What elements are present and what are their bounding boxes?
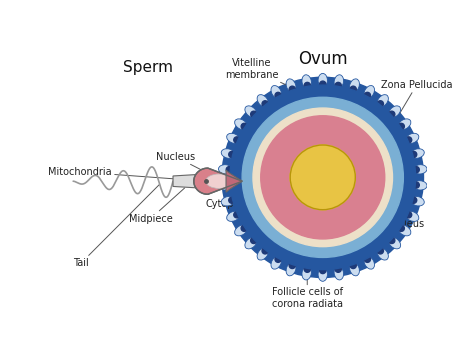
Circle shape <box>251 237 257 244</box>
Circle shape <box>377 101 383 107</box>
Circle shape <box>289 86 295 92</box>
Ellipse shape <box>227 211 240 222</box>
Ellipse shape <box>364 86 374 98</box>
Circle shape <box>365 256 371 262</box>
Ellipse shape <box>413 181 427 190</box>
Text: Midpiece: Midpiece <box>129 188 185 224</box>
Circle shape <box>229 197 235 203</box>
Ellipse shape <box>389 237 401 249</box>
Circle shape <box>406 137 412 143</box>
Circle shape <box>229 151 235 158</box>
Circle shape <box>262 248 268 254</box>
Circle shape <box>242 97 403 257</box>
Circle shape <box>241 123 247 130</box>
Text: Vitelline
membrane: Vitelline membrane <box>225 58 341 110</box>
Circle shape <box>304 266 310 272</box>
Circle shape <box>275 92 281 98</box>
Ellipse shape <box>221 196 235 206</box>
Ellipse shape <box>257 95 268 107</box>
Ellipse shape <box>349 79 359 92</box>
Ellipse shape <box>286 262 296 276</box>
Ellipse shape <box>286 79 296 92</box>
Circle shape <box>290 145 356 210</box>
Ellipse shape <box>219 181 232 190</box>
Circle shape <box>241 225 247 231</box>
Ellipse shape <box>302 75 311 88</box>
Text: Mitochondria: Mitochondria <box>48 167 206 181</box>
Polygon shape <box>226 170 242 192</box>
Circle shape <box>365 92 371 98</box>
Circle shape <box>398 225 404 231</box>
Ellipse shape <box>221 149 235 158</box>
Ellipse shape <box>364 256 374 269</box>
Text: Acrosome: Acrosome <box>236 147 285 172</box>
Text: Follicle cells of
corona radiata: Follicle cells of corona radiata <box>272 271 343 309</box>
Circle shape <box>261 116 385 239</box>
Circle shape <box>262 101 268 107</box>
Ellipse shape <box>271 86 282 98</box>
Text: Nucleus: Nucleus <box>339 203 424 229</box>
Circle shape <box>304 82 310 88</box>
Circle shape <box>234 212 240 218</box>
Ellipse shape <box>406 133 419 143</box>
Text: Cytoplasm: Cytoplasm <box>205 196 279 209</box>
Circle shape <box>377 248 383 254</box>
Ellipse shape <box>318 267 328 281</box>
Ellipse shape <box>349 262 359 276</box>
Circle shape <box>335 266 341 272</box>
Ellipse shape <box>235 119 247 130</box>
Ellipse shape <box>398 119 411 130</box>
Ellipse shape <box>219 165 232 174</box>
Circle shape <box>222 77 423 278</box>
Circle shape <box>410 197 417 203</box>
Ellipse shape <box>302 266 311 280</box>
Circle shape <box>335 82 341 88</box>
Text: Zona Pellucida: Zona Pellucida <box>381 80 452 113</box>
Ellipse shape <box>377 95 388 107</box>
Circle shape <box>226 166 232 173</box>
Polygon shape <box>173 174 208 189</box>
Polygon shape <box>194 168 242 194</box>
Ellipse shape <box>318 73 328 87</box>
Circle shape <box>319 81 326 87</box>
Circle shape <box>234 137 240 143</box>
Ellipse shape <box>206 174 232 189</box>
Circle shape <box>389 111 395 118</box>
Circle shape <box>350 86 356 92</box>
Ellipse shape <box>413 165 427 174</box>
Ellipse shape <box>245 106 257 118</box>
Circle shape <box>253 108 392 247</box>
Circle shape <box>226 182 232 188</box>
Circle shape <box>413 182 419 188</box>
Text: Sperm: Sperm <box>123 60 173 75</box>
Ellipse shape <box>271 256 282 269</box>
Ellipse shape <box>398 225 411 236</box>
Circle shape <box>398 123 404 130</box>
Ellipse shape <box>389 106 401 118</box>
Circle shape <box>389 237 395 244</box>
Circle shape <box>251 111 257 118</box>
Circle shape <box>319 267 326 274</box>
Circle shape <box>230 85 416 269</box>
Circle shape <box>275 256 281 262</box>
Ellipse shape <box>257 248 268 260</box>
Ellipse shape <box>406 211 419 222</box>
Ellipse shape <box>227 133 240 143</box>
Text: Ovum: Ovum <box>298 50 347 68</box>
Circle shape <box>406 212 412 218</box>
Text: Nucleus: Nucleus <box>156 152 216 177</box>
Text: Tail: Tail <box>73 184 160 268</box>
Ellipse shape <box>235 225 247 236</box>
Circle shape <box>413 166 419 173</box>
Circle shape <box>350 262 356 268</box>
Ellipse shape <box>245 237 257 249</box>
Ellipse shape <box>334 266 344 280</box>
Circle shape <box>289 262 295 268</box>
Ellipse shape <box>410 196 424 206</box>
Circle shape <box>410 151 417 158</box>
Ellipse shape <box>334 75 344 88</box>
Ellipse shape <box>377 248 388 260</box>
Ellipse shape <box>410 149 424 158</box>
